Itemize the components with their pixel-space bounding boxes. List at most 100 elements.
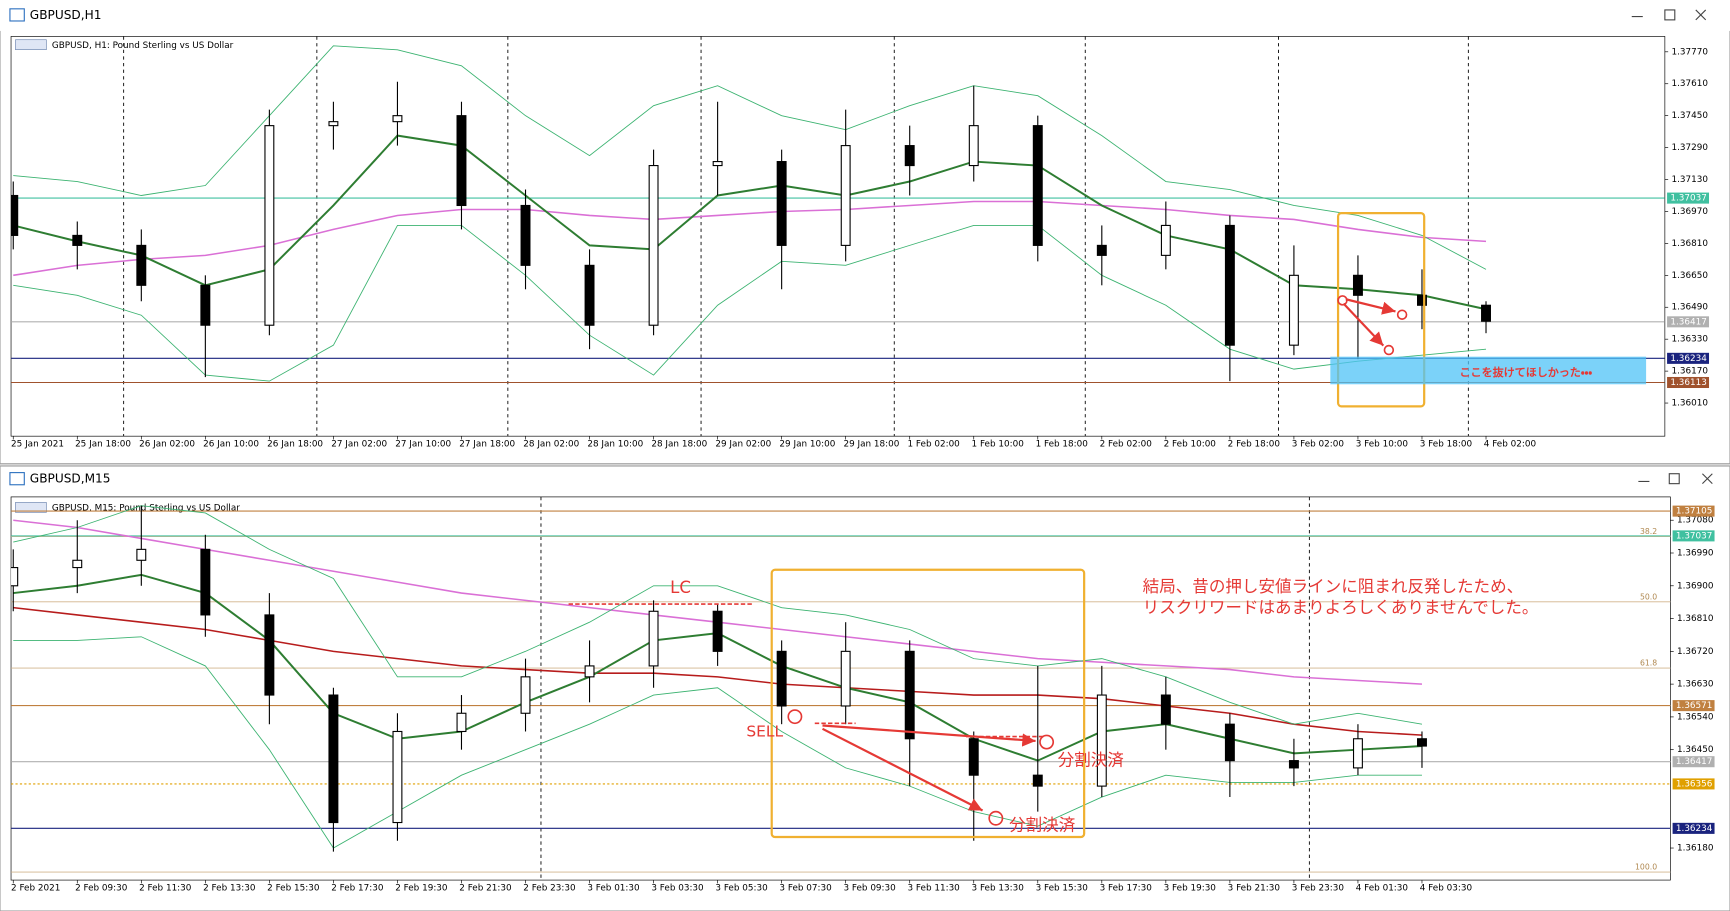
x-tick-label: 2 Feb 09:30	[75, 883, 128, 893]
indicator-line	[13, 45, 1487, 270]
y-tick-label: 1.36330	[1671, 335, 1708, 345]
candle-body	[11, 567, 19, 587]
x-tick-label: 27 Jan 02:00	[331, 439, 387, 449]
chart-icon	[15, 502, 47, 513]
y-tick-label: 1.36650	[1671, 271, 1708, 281]
y-tick-label: 1.37770	[1671, 47, 1708, 57]
x-tick-label: 27 Jan 10:00	[395, 439, 451, 449]
candle-body	[712, 610, 723, 652]
candle-body	[72, 559, 83, 569]
window-icon	[9, 472, 25, 486]
marker-circle	[988, 810, 1004, 826]
plot	[11, 36, 1665, 437]
x-tick-label: 3 Feb 11:30	[908, 883, 961, 893]
y-tick-label: 1.36630	[1677, 680, 1714, 690]
candle-body	[1352, 738, 1363, 769]
x-tick-label: 2 Feb 02:00	[1100, 439, 1153, 449]
y-tick-label: 1.37130	[1671, 175, 1708, 185]
y-tick-label: 1.36010	[1671, 399, 1708, 409]
price-tag-label: 1.36234	[1670, 354, 1707, 364]
candle-body	[392, 115, 403, 123]
x-tick-label: 3 Feb 15:30	[1036, 883, 1089, 893]
candle-body	[840, 650, 851, 707]
zone-box	[1330, 356, 1647, 385]
price-tag	[1667, 376, 1710, 389]
candle-body	[712, 161, 723, 167]
x-tick-label: 3 Feb 19:30	[1164, 883, 1217, 893]
x-tick-label: 29 Jan 10:00	[779, 439, 835, 449]
annotation-text: 分割決済	[1058, 750, 1125, 769]
candle-body	[1096, 694, 1107, 787]
price-tag	[1667, 192, 1710, 204]
x-tick-label: 1 Feb 02:00	[908, 439, 961, 449]
plot	[11, 496, 1671, 881]
x-tick-label: 28 Jan 10:00	[587, 439, 643, 449]
x-tick-label: 25 Jan 18:00	[75, 439, 131, 449]
candle-body	[456, 115, 467, 207]
x-tick-label: 3 Feb 02:00	[1292, 439, 1345, 449]
candle-body	[392, 730, 403, 824]
candle-body	[1288, 274, 1299, 346]
annotations-m15: LC SELL 分割決済 分割決済 結局、昔の押し安値ラインに阻まれ反発したため…	[568, 568, 1538, 839]
candle-body	[520, 676, 531, 714]
window-buttons[interactable]	[1631, 9, 1707, 21]
x-tick-label: 28 Jan 18:00	[651, 439, 707, 449]
price-tag-label: 1.36356	[1676, 779, 1713, 789]
indicator-line	[13, 134, 1487, 311]
price-tag	[1672, 505, 1715, 517]
candle-body	[1224, 224, 1235, 346]
candle-body	[904, 650, 915, 740]
candle-body	[1032, 774, 1043, 787]
fib-label: 38.2	[1640, 527, 1657, 536]
annotation-text: LC	[670, 578, 691, 597]
title-bar	[0, 0, 1730, 31]
y-tick-label: 1.37080	[1677, 516, 1714, 526]
candle-body	[264, 614, 275, 696]
indicator-line	[13, 505, 1423, 725]
price-tag-label: 1.36113	[1670, 378, 1707, 388]
x-tick-label: 2 Feb 11:30	[139, 883, 192, 893]
x-tick-label: 27 Jan 18:00	[459, 439, 515, 449]
x-tick-label: 2 Feb 18:00	[1228, 439, 1281, 449]
price-tag-label: 1.37037	[1670, 194, 1707, 204]
x-tick-label: 3 Feb 10:00	[1356, 439, 1409, 449]
window-buttons[interactable]	[1638, 473, 1713, 485]
candle-body	[328, 694, 339, 824]
y-tick-label: 1.36490	[1671, 303, 1708, 313]
arrow	[821, 727, 984, 812]
y-tick-label: 1.36450	[1677, 745, 1714, 755]
highlight-box	[770, 568, 1086, 839]
x-tick-label: 3 Feb 18:00	[1420, 439, 1473, 449]
candle-body	[840, 145, 851, 246]
x-tick-label: 29 Jan 02:00	[715, 439, 771, 449]
indicator-line	[13, 224, 1487, 382]
price-tag-label: 1.37037	[1676, 531, 1713, 541]
x-tick-label: 3 Feb 01:30	[587, 883, 640, 893]
candle-body	[1417, 294, 1427, 306]
indicator-line	[13, 636, 1422, 849]
price-tag	[1672, 756, 1715, 768]
chart-icon	[15, 39, 47, 50]
x-tick-label: 2 Feb 17:30	[331, 883, 384, 893]
arrow	[1342, 302, 1385, 347]
annotation-text: ここを抜けてほしかった・・・	[1460, 365, 1593, 379]
x-tick-label: 3 Feb 17:30	[1100, 883, 1153, 893]
candle-body	[584, 264, 595, 326]
fib-label: 61.8	[1640, 659, 1657, 668]
price-tag-label: 1.36234	[1676, 824, 1713, 834]
x-tick-label: 25 Jan 2021	[11, 439, 64, 449]
x-tick-label: 4 Feb 02:00	[1484, 439, 1537, 449]
x-tick-label: 3 Feb 07:30	[779, 883, 832, 893]
x-tick-label: 1 Feb 18:00	[1036, 439, 1089, 449]
price-tag	[1667, 316, 1710, 328]
x-tick-label: 3 Feb 05:30	[715, 883, 768, 893]
y-tick-label: 1.36970	[1671, 207, 1708, 217]
candle-body	[520, 204, 531, 266]
window-title: GBPUSD,H1	[30, 8, 102, 22]
candle-body	[904, 145, 915, 167]
x-tick-label: 3 Feb 09:30	[843, 883, 896, 893]
price-tag-label: 1.36417	[1676, 757, 1713, 767]
x-tick-label: 26 Jan 18:00	[267, 439, 323, 449]
